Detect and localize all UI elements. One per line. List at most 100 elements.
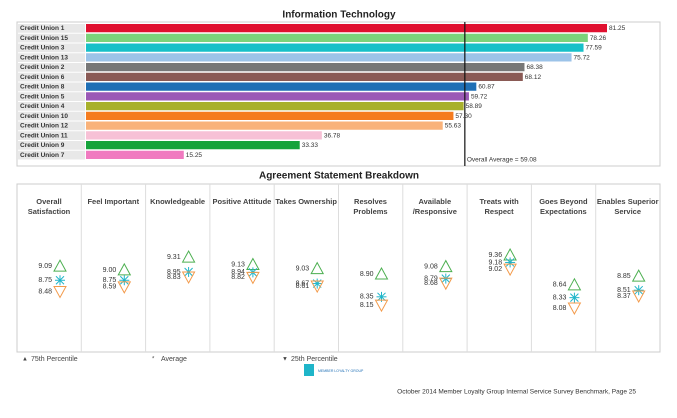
value-label: 36.78 <box>324 132 341 139</box>
bar-chart-frame <box>16 21 661 167</box>
category-label-bg <box>18 121 85 131</box>
bar <box>86 43 584 52</box>
column-header: Available /Responsive <box>412 197 457 216</box>
down-triangle-marker <box>438 277 453 291</box>
value-label: 8.90 <box>360 271 374 278</box>
legend-label: 25th Percentile <box>291 356 338 363</box>
value-label: 9.18 <box>488 259 502 266</box>
chart-title: Agreement Statement Breakdown <box>259 171 419 182</box>
value-label: 75.72 <box>574 54 591 61</box>
down-triangle-marker <box>631 290 646 304</box>
average-marker <box>633 285 644 296</box>
bar <box>86 53 572 62</box>
category-label: Credit Union 3 <box>20 45 65 52</box>
column-header: Knowledgeable <box>150 197 206 206</box>
value-label: 81.25 <box>609 25 626 32</box>
column-header: Feel Important <box>87 197 140 206</box>
category-label: Credit Union 6 <box>20 74 65 81</box>
down-triangle-marker <box>567 302 582 316</box>
value-label: 68.38 <box>526 64 543 71</box>
value-label: 8.75 <box>103 277 117 284</box>
value-label: 8.83 <box>167 274 181 281</box>
value-label: 8.59 <box>103 284 117 291</box>
down-triangle-marker <box>117 281 132 294</box>
value-label: 9.03 <box>296 266 310 273</box>
average-marker <box>569 292 580 303</box>
category-label-bg <box>18 92 85 101</box>
legend-symbol: ▼ <box>282 357 288 363</box>
value-label: 8.61 <box>296 283 310 290</box>
value-label: 9.08 <box>424 263 438 270</box>
value-label: 8.67 <box>296 280 310 287</box>
category-label-bg <box>18 82 85 92</box>
logo-text: MEMBER LOYALTY GROUP <box>318 369 364 373</box>
bar <box>86 150 184 159</box>
category-label: Credit Union 8 <box>20 84 65 91</box>
value-label: 55.63 <box>445 123 462 130</box>
down-triangle-marker <box>503 263 517 277</box>
category-label: Credit Union 1 <box>20 25 65 32</box>
category-label: Credit Union 10 <box>20 113 68 120</box>
value-label: 77.59 <box>586 45 603 52</box>
category-label-bg <box>18 24 85 33</box>
up-triangle-marker <box>310 261 325 275</box>
value-label: 15.25 <box>186 152 203 159</box>
down-triangle-marker <box>53 285 67 299</box>
category-label-bg <box>18 102 85 111</box>
category-label: Credit Union 4 <box>20 103 65 110</box>
bar <box>86 111 454 120</box>
value-label: 58.89 <box>466 103 483 110</box>
average-marker <box>312 278 323 289</box>
bar <box>86 131 322 140</box>
value-label: 33.33 <box>302 142 319 149</box>
up-triangle-marker <box>567 277 582 291</box>
value-label: 9.36 <box>488 252 502 259</box>
chart-title: Information Technology <box>282 10 396 21</box>
value-label: 8.08 <box>553 305 567 312</box>
value-label: 8.82 <box>231 274 245 281</box>
up-triangle-marker <box>117 262 132 276</box>
up-triangle-marker <box>631 269 646 282</box>
category-label: Credit Union 7 <box>20 152 65 159</box>
category-label-bg <box>18 111 85 121</box>
up-triangle-marker <box>374 267 389 280</box>
category-label: Credit Union 13 <box>20 54 68 61</box>
category-label-bg <box>18 131 85 140</box>
value-label: 9.13 <box>231 261 245 268</box>
value-label: 59.72 <box>471 93 488 100</box>
average-marker <box>55 275 65 286</box>
category-label: Credit Union 12 <box>20 123 68 130</box>
average-marker <box>505 257 516 268</box>
category-label-bg <box>18 33 85 43</box>
value-label: 9.02 <box>488 266 502 273</box>
bar <box>86 92 469 101</box>
value-label: 9.09 <box>38 263 52 270</box>
category-label-bg <box>18 72 85 82</box>
value-label: 8.95 <box>167 269 181 276</box>
column-header: Overall Satisfaction <box>27 197 71 216</box>
value-label: 8.75 <box>38 277 52 284</box>
category-label: Credit Union 2 <box>20 64 65 71</box>
value-label: 78.26 <box>590 35 607 42</box>
bar <box>86 33 588 42</box>
category-label: Credit Union 11 <box>20 132 68 139</box>
category-label: Credit Union 15 <box>20 35 68 42</box>
down-triangle-marker <box>374 299 389 313</box>
legend-symbol: ▲ <box>22 357 28 363</box>
category-label: Credit Union 5 <box>20 93 65 100</box>
column-header: Takes Ownership <box>275 197 337 206</box>
legend-label: Average <box>161 356 187 363</box>
value-label: 8.79 <box>424 275 438 282</box>
value-label: 68.12 <box>525 74 542 81</box>
legend-symbol: * <box>152 357 155 363</box>
average-marker <box>119 275 130 286</box>
column-header: Enables Superior Service <box>596 197 659 216</box>
value-label: 8.94 <box>231 269 245 276</box>
value-label: 8.68 <box>424 280 438 287</box>
value-label: 8.35 <box>360 294 374 301</box>
up-triangle-marker <box>53 259 67 272</box>
bar <box>86 63 525 72</box>
category-label-bg <box>18 150 85 160</box>
up-triangle-marker <box>181 250 196 263</box>
value-label: 8.15 <box>360 302 374 309</box>
